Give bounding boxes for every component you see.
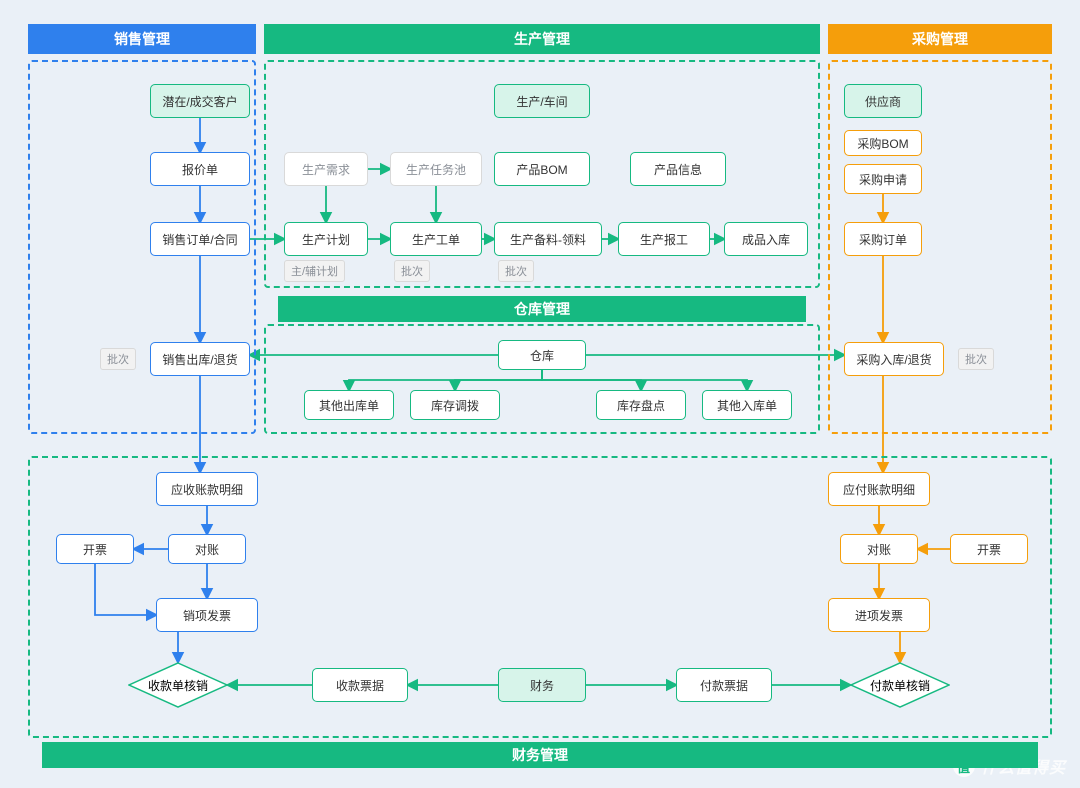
tag-plan_note: 主/辅计划 bbox=[284, 260, 345, 282]
node-workshop: 生产/车间 bbox=[494, 84, 590, 118]
node-prod_info: 产品信息 bbox=[630, 152, 726, 186]
node-material: 生产备料-领料 bbox=[494, 222, 602, 256]
header-purchase: 采购管理 bbox=[828, 24, 1052, 54]
node-pur_in: 采购入库/退货 bbox=[844, 342, 944, 376]
node-other_in: 其他入库单 bbox=[702, 390, 792, 420]
node-recon_r: 对账 bbox=[840, 534, 918, 564]
banner-finance: 财务管理 bbox=[42, 742, 1038, 768]
node-report: 生产报工 bbox=[618, 222, 710, 256]
tag-batch_r: 批次 bbox=[958, 348, 994, 370]
tag-batch_l: 批次 bbox=[100, 348, 136, 370]
node-finance_n: 财务 bbox=[498, 668, 586, 702]
node-prod_demand: 生产需求 bbox=[284, 152, 368, 186]
node-customer: 潜在/成交客户 bbox=[150, 84, 250, 118]
node-ap_detail: 应付账款明细 bbox=[828, 472, 930, 506]
node-bom: 产品BOM bbox=[494, 152, 590, 186]
tag-batch_mat: 批次 bbox=[498, 260, 534, 282]
node-warehouse: 仓库 bbox=[498, 340, 586, 370]
diamond-pay_write: 付款单核销 bbox=[850, 662, 950, 708]
node-supplier: 供应商 bbox=[844, 84, 922, 118]
banner-warehouse: 仓库管理 bbox=[278, 296, 806, 322]
node-sales_order: 销售订单/合同 bbox=[150, 222, 250, 256]
node-finished_in: 成品入库 bbox=[724, 222, 808, 256]
node-transfer: 库存调拨 bbox=[410, 390, 500, 420]
node-other_out: 其他出库单 bbox=[304, 390, 394, 420]
node-pur_order: 采购订单 bbox=[844, 222, 922, 256]
node-task_pool: 生产任务池 bbox=[390, 152, 482, 186]
node-work_order: 生产工单 bbox=[390, 222, 482, 256]
node-inventory: 库存盘点 bbox=[596, 390, 686, 420]
tag-batch_wo: 批次 bbox=[394, 260, 430, 282]
node-pur_bom: 采购BOM bbox=[844, 130, 922, 156]
node-recon_l: 对账 bbox=[168, 534, 246, 564]
header-production: 生产管理 bbox=[264, 24, 820, 54]
node-sales_out: 销售出库/退货 bbox=[150, 342, 250, 376]
node-prod_plan: 生产计划 bbox=[284, 222, 368, 256]
diamond-recv_write: 收款单核销 bbox=[128, 662, 228, 708]
node-recv_slip: 收款票据 bbox=[312, 668, 408, 702]
node-quote: 报价单 bbox=[150, 152, 250, 186]
node-invoice_l: 开票 bbox=[56, 534, 134, 564]
node-sales_inv: 销项发票 bbox=[156, 598, 258, 632]
node-ar_detail: 应收账款明细 bbox=[156, 472, 258, 506]
header-sales: 销售管理 bbox=[28, 24, 256, 54]
node-pur_inv: 进项发票 bbox=[828, 598, 930, 632]
node-pur_req: 采购申请 bbox=[844, 164, 922, 194]
node-invoice_r: 开票 bbox=[950, 534, 1028, 564]
node-pay_slip: 付款票据 bbox=[676, 668, 772, 702]
